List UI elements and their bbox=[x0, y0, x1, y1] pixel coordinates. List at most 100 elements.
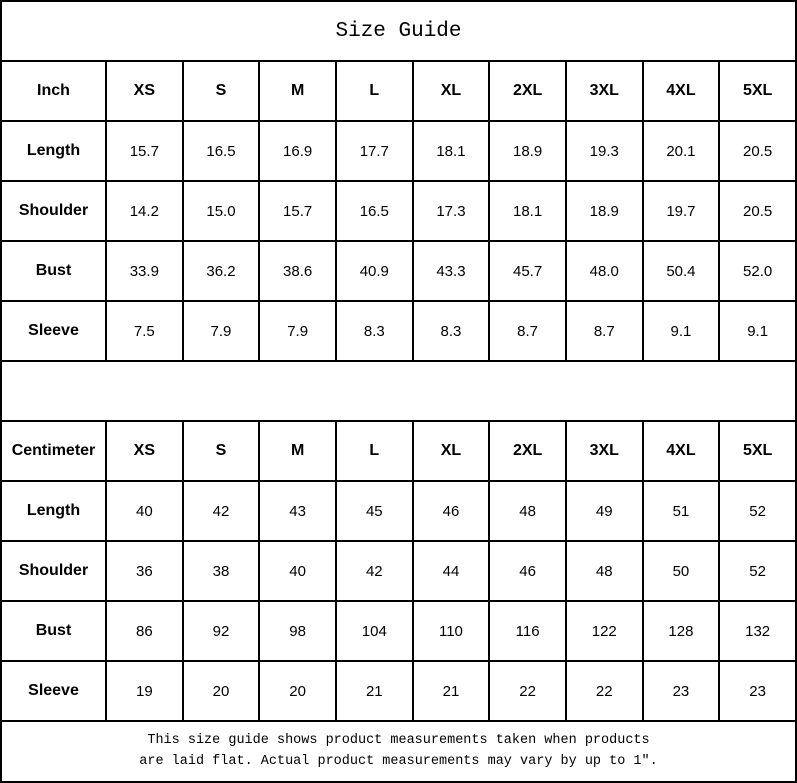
measurement-cell: 21 bbox=[411, 660, 491, 722]
measurement-cell: 18.1 bbox=[488, 180, 567, 242]
size-header: L bbox=[334, 60, 414, 122]
measurement-cell: 15.7 bbox=[258, 180, 337, 242]
size-header: 5XL bbox=[718, 60, 797, 122]
measurement-cell: 33.9 bbox=[105, 240, 184, 302]
size-header: 5XL bbox=[718, 420, 797, 482]
size-header: L bbox=[334, 420, 414, 482]
spacer-row bbox=[0, 360, 797, 422]
measurement-cell: 38.6 bbox=[258, 240, 337, 302]
measurement-cell: 9.1 bbox=[641, 300, 721, 362]
measurement-cell: 50.4 bbox=[641, 240, 721, 302]
table-row: Shoulder 14.2 15.0 15.7 16.5 17.3 18.1 1… bbox=[0, 180, 797, 242]
measurement-cell: 8.3 bbox=[334, 300, 414, 362]
measurement-cell: 46 bbox=[411, 480, 491, 542]
row-label: Length bbox=[0, 120, 107, 182]
measurement-cell: 98 bbox=[258, 600, 337, 662]
measurement-cell: 16.5 bbox=[181, 120, 261, 182]
measurement-cell: 7.9 bbox=[181, 300, 261, 362]
measurement-cell: 19.7 bbox=[641, 180, 721, 242]
measurement-cell: 48 bbox=[564, 540, 644, 602]
measurement-cell: 43.3 bbox=[411, 240, 491, 302]
measurement-cell: 20.1 bbox=[641, 120, 721, 182]
row-label: Bust bbox=[0, 600, 107, 662]
measurement-cell: 20.5 bbox=[718, 180, 797, 242]
measurement-cell: 23 bbox=[718, 660, 797, 722]
measurement-cell: 36.2 bbox=[181, 240, 261, 302]
measurement-cell: 40.9 bbox=[334, 240, 414, 302]
measurement-cell: 23 bbox=[641, 660, 721, 722]
measurement-cell: 52 bbox=[718, 540, 797, 602]
table-row: Centimeter XS S M L XL 2XL 3XL 4XL 5XL bbox=[0, 420, 797, 482]
size-header: 4XL bbox=[641, 60, 721, 122]
measurement-cell: 48 bbox=[488, 480, 567, 542]
table-row: Length 40 42 43 45 46 48 49 51 52 bbox=[0, 480, 797, 542]
measurement-cell: 22 bbox=[488, 660, 567, 722]
table-row: Bust 86 92 98 104 110 116 122 128 132 bbox=[0, 600, 797, 662]
measurement-cell: 16.9 bbox=[258, 120, 337, 182]
measurement-cell: 38 bbox=[181, 540, 261, 602]
size-header: M bbox=[258, 60, 337, 122]
table-row: Bust 33.9 36.2 38.6 40.9 43.3 45.7 48.0 … bbox=[0, 240, 797, 302]
measurement-cell: 48.0 bbox=[564, 240, 644, 302]
measurement-cell: 17.3 bbox=[411, 180, 491, 242]
measurement-cell: 128 bbox=[641, 600, 721, 662]
measurement-cell: 14.2 bbox=[105, 180, 184, 242]
measurement-cell: 20.5 bbox=[718, 120, 797, 182]
measurement-cell: 18.9 bbox=[488, 120, 567, 182]
table-row: Sleeve 19 20 20 21 21 22 22 23 23 bbox=[0, 660, 797, 722]
measurement-cell: 15.0 bbox=[181, 180, 261, 242]
measurement-cell: 49 bbox=[564, 480, 644, 542]
measurement-cell: 86 bbox=[105, 600, 184, 662]
measurement-cell: 43 bbox=[258, 480, 337, 542]
measurement-cell: 104 bbox=[334, 600, 414, 662]
row-label: Sleeve bbox=[0, 300, 107, 362]
measurement-cell: 8.7 bbox=[488, 300, 567, 362]
measurement-cell: 18.9 bbox=[564, 180, 644, 242]
measurement-cell: 20 bbox=[258, 660, 337, 722]
size-header: S bbox=[181, 60, 261, 122]
measurement-cell: 52.0 bbox=[718, 240, 797, 302]
size-header: 3XL bbox=[564, 420, 644, 482]
measurement-cell: 122 bbox=[564, 600, 644, 662]
size-header: M bbox=[258, 420, 337, 482]
table-row: Sleeve 7.5 7.9 7.9 8.3 8.3 8.7 8.7 9.1 9… bbox=[0, 300, 797, 362]
measurement-cell: 40 bbox=[105, 480, 184, 542]
measurement-cell: 19 bbox=[105, 660, 184, 722]
measurement-cell: 17.7 bbox=[334, 120, 414, 182]
measurement-cell: 20 bbox=[181, 660, 261, 722]
size-header: XL bbox=[411, 60, 491, 122]
footnote-line: are laid flat. Actual product measuremen… bbox=[139, 753, 658, 769]
size-header: S bbox=[181, 420, 261, 482]
measurement-cell: 19.3 bbox=[564, 120, 644, 182]
measurement-cell: 46 bbox=[488, 540, 567, 602]
measurement-cell: 21 bbox=[334, 660, 414, 722]
measurement-cell: 7.9 bbox=[258, 300, 337, 362]
measurement-cell: 18.1 bbox=[411, 120, 491, 182]
measurement-cell: 42 bbox=[181, 480, 261, 542]
measurement-cell: 110 bbox=[411, 600, 491, 662]
measurement-cell: 92 bbox=[181, 600, 261, 662]
measurement-cell: 45 bbox=[334, 480, 414, 542]
table-row: Inch XS S M L XL 2XL 3XL 4XL 5XL bbox=[0, 60, 797, 122]
measurement-cell: 116 bbox=[488, 600, 567, 662]
size-header: XS bbox=[105, 420, 184, 482]
size-header: 4XL bbox=[641, 420, 721, 482]
measurement-cell: 7.5 bbox=[105, 300, 184, 362]
measurement-cell: 16.5 bbox=[334, 180, 414, 242]
unit-header-centimeter: Centimeter bbox=[0, 420, 107, 482]
page-title: Size Guide bbox=[0, 0, 797, 62]
footnote: This size guide shows product measuremen… bbox=[0, 720, 797, 783]
size-header: 2XL bbox=[488, 60, 567, 122]
measurement-cell: 45.7 bbox=[488, 240, 567, 302]
table-row: Shoulder 36 38 40 42 44 46 48 50 52 bbox=[0, 540, 797, 602]
measurement-cell: 51 bbox=[641, 480, 721, 542]
measurement-cell: 22 bbox=[564, 660, 644, 722]
measurement-cell: 9.1 bbox=[718, 300, 797, 362]
measurement-cell: 8.7 bbox=[564, 300, 644, 362]
size-header: 3XL bbox=[564, 60, 644, 122]
table-row: Length 15.7 16.5 16.9 17.7 18.1 18.9 19.… bbox=[0, 120, 797, 182]
size-header: XS bbox=[105, 60, 184, 122]
measurement-cell: 132 bbox=[718, 600, 797, 662]
measurement-cell: 42 bbox=[334, 540, 414, 602]
